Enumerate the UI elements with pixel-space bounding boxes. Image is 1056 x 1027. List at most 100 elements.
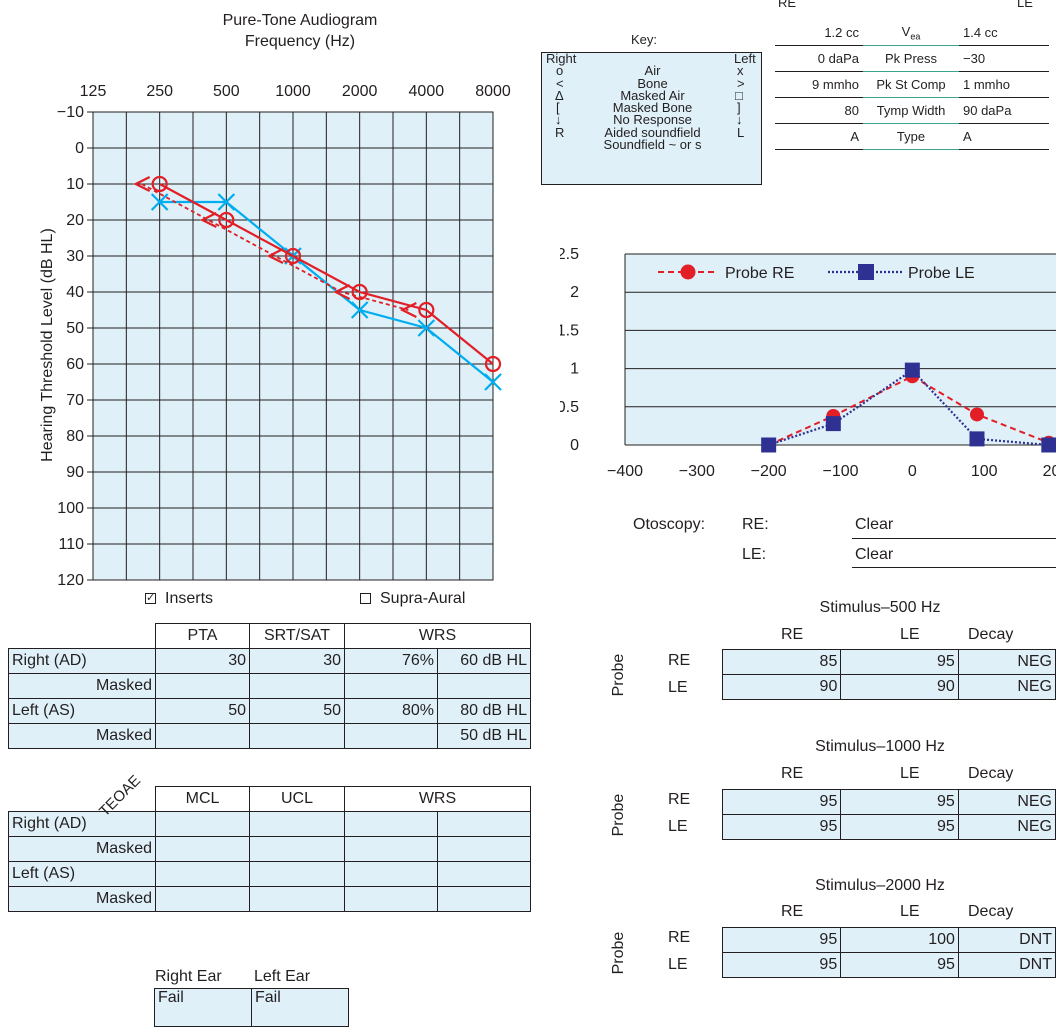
key-label: Masked Bone [612, 100, 693, 116]
y-tick-label: 100 [57, 500, 84, 517]
reflex-probe-le: LE [668, 956, 688, 973]
key-right-symbol: o [556, 63, 564, 79]
y-tick-label: 1 [570, 361, 579, 378]
y-tick-label: 90 [66, 464, 84, 481]
row-label: Masked [8, 836, 156, 862]
wrs-level-cell [437, 673, 531, 699]
otoscopy-re-label: RE: [742, 516, 769, 533]
y-tick-label: 50 [66, 320, 84, 337]
y-tick-label: 2 [570, 284, 579, 301]
teoae-left-header: Left Ear [254, 968, 311, 985]
y-tick-label: 30 [66, 248, 84, 265]
header-wrs: WRS [344, 786, 531, 812]
x-tick-label: −100 [822, 463, 858, 480]
tymp-param-main: V [901, 23, 911, 39]
x-tick-label: 500 [213, 83, 240, 100]
row-label: Left (AS) [8, 861, 156, 887]
table-row: 95 95 NEG [721, 789, 1056, 815]
table-row: Left (AS) [8, 861, 531, 887]
speech-table: PTA SRT/SAT WRS Right (AD) 30 30 76% 60 … [8, 623, 531, 749]
header-mcl: MCL [155, 786, 250, 812]
reflex-re-cell: 95 [721, 952, 842, 978]
reflex-le-cell: 95 [840, 789, 959, 815]
table-row: Right (AD) 30 30 76% 60 dB HL [8, 648, 531, 674]
probe-chart: 0 0.5 1 1.5 2 2.5 −400 −300 −200 −100 0 100 200 Probe… [560, 246, 1056, 480]
right-ear-air-line [159, 183, 494, 365]
reflex-re-cell: 90 [721, 674, 842, 700]
tymp-param-cell: Vea [863, 20, 959, 46]
key-label: Air [644, 63, 661, 79]
table-row: Masked [8, 886, 531, 912]
inserts-option[interactable]: ✓ Inserts [145, 590, 213, 608]
srt-cell [249, 673, 345, 699]
tymp-le-cell: 1 mmho [959, 71, 1049, 98]
table-row: 85 95 NEG [721, 649, 1056, 675]
reflex-decay-cell: NEG [957, 789, 1056, 815]
table-row: 95 95 NEG [721, 814, 1056, 840]
row-label: Masked [8, 886, 156, 912]
key-row: < Bone > [542, 75, 761, 91]
y-tick-label: 20 [66, 212, 84, 229]
tymp-le-cell: A [959, 123, 1049, 150]
row-label: Right (AD) [8, 811, 156, 837]
reflex-le-cell: 100 [840, 927, 959, 953]
tymp-le-cell: −30 [959, 45, 1049, 72]
wrs-level-cell: 50 dB HL [437, 723, 531, 749]
plot-background [625, 254, 1056, 445]
key-right-symbol: < [556, 75, 564, 91]
y-tick-label: 2.5 [560, 246, 579, 263]
key-left-symbol: ] [737, 100, 741, 116]
reflex-probe-label: Probe [610, 931, 627, 975]
reflex-col-le: LE [900, 765, 920, 782]
wrs-percent-cell [344, 673, 438, 699]
srt-cell: 30 [249, 648, 345, 674]
key-row: Δ Masked Air □ [542, 89, 761, 102]
tympanometry-table: 1.2 cc Vea 1.4 cc 0 daPa Pk Press −30 9 … [775, 20, 1049, 150]
reflex-probe-re: RE [668, 929, 691, 946]
legend-re-marker [680, 264, 696, 280]
table-row: Right (AD) [8, 811, 531, 837]
otoscopy-re-line [852, 538, 1056, 539]
supra-aural-label: Supra-Aural [380, 590, 466, 607]
reflex-col-re: RE [781, 903, 804, 920]
key-row: o Air x [542, 63, 761, 79]
probe-re-line [768, 375, 1050, 446]
key-label: Aided soundfield [604, 124, 701, 140]
x-tick-label: 200 [1043, 463, 1056, 480]
reflex-probe-le: LE [668, 818, 688, 835]
left-air-marker [350, 301, 369, 319]
teoae-left-value: Fail [251, 988, 349, 1027]
left-ear-air-line [159, 200, 494, 383]
tymp-param-cell: Pk Press [863, 45, 959, 72]
reflex-col-re: RE [781, 765, 804, 782]
header-ucl: UCL [249, 786, 345, 812]
tymp-param-cell: Tymp Width [863, 97, 959, 124]
audiogram-plot: −10 0 10 20 30 40 50 60 70 80 90 100 110 120 125 250 500… [57, 83, 511, 589]
table-row: Masked 50 dB HL [8, 723, 531, 749]
reflex-col-decay: Decay [968, 626, 1014, 643]
teoae-right-header: Right Ear [155, 968, 222, 985]
reflex-re-cell: 95 [721, 814, 842, 840]
pta-cell [155, 673, 250, 699]
key-left-symbol: L [737, 124, 745, 140]
audiogram-title: Pure-Tone Audiogram [222, 12, 378, 29]
tymp-param-cell: Type [863, 123, 959, 150]
reflex-le-cell: 95 [840, 649, 959, 675]
right-ear-bone-line [141, 183, 409, 311]
reflex-probe-le: LE [668, 679, 688, 696]
right-air-marker [351, 283, 368, 301]
table-row: Masked [8, 836, 531, 862]
x-tick-label: −300 [679, 463, 715, 480]
supra-aural-checkbox[interactable] [360, 593, 371, 604]
wrs-percent-cell [344, 723, 438, 749]
probe-le-line [768, 368, 1049, 447]
otoscopy-le-line [852, 567, 1056, 568]
supra-aural-option[interactable]: Supra-Aural [360, 590, 465, 608]
right-air-marker [284, 247, 302, 265]
reflex-decay-cell: DNT [957, 952, 1056, 978]
otoscopy-re-value: Clear [855, 516, 894, 533]
key-right-symbol: [ [556, 100, 560, 116]
left-air-marker [484, 373, 502, 391]
x-tick-label: 2000 [342, 83, 378, 100]
inserts-checkbox[interactable]: ✓ [145, 592, 156, 604]
